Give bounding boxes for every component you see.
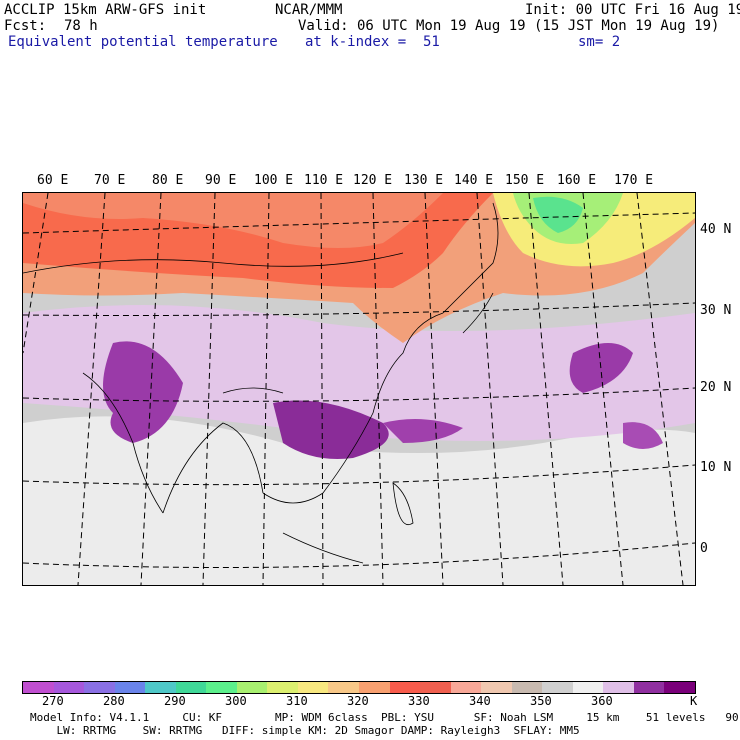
- level-label: at k-index = 51: [305, 34, 440, 50]
- lon-label: 150 E: [505, 173, 545, 188]
- colorbar-swatch: [267, 682, 298, 693]
- lon-label: 130 E: [404, 173, 444, 188]
- lat-label: 10 N: [700, 460, 732, 475]
- colorbar-swatch: [84, 682, 115, 693]
- lon-label: 170 E: [614, 173, 654, 188]
- lat-label: 20 N: [700, 380, 732, 395]
- colorbar-swatch: [572, 682, 604, 693]
- model-info-line2: LW: RRTMG SW: RRTMG DIFF: simple KM: 2D …: [30, 724, 580, 737]
- colorbar-swatch: [542, 682, 573, 693]
- lon-label: 140 E: [454, 173, 494, 188]
- colorbar-swatch: [359, 682, 390, 693]
- model-info-line1: Model Info: V4.1.1 CU: KF MP: WDM 6class…: [30, 711, 740, 724]
- lon-label: 70 E: [94, 173, 126, 188]
- colorbar: [22, 681, 696, 694]
- colorbar-swatch: [603, 682, 634, 693]
- org-label: NCAR/MMM: [275, 2, 343, 18]
- colorbar-swatch: [389, 682, 421, 693]
- lon-label: 90 E: [205, 173, 237, 188]
- fcst-value: 78 h: [64, 18, 98, 34]
- colorbar-swatch: [633, 682, 665, 693]
- lon-label: 160 E: [557, 173, 597, 188]
- valid-time: Valid: 06 UTC Mon 19 Aug 19 (15 JST Mon …: [298, 18, 720, 34]
- colorbar-swatch: [53, 682, 85, 693]
- colorbar-tick: 330: [408, 694, 430, 708]
- model-title: ACCLIP 15km ARW-GFS init: [4, 2, 207, 18]
- lon-label: 100 E: [254, 173, 294, 188]
- lat-label: 30 N: [700, 303, 732, 318]
- colorbar-tick: 360: [591, 694, 613, 708]
- colorbar-tick: 300: [225, 694, 247, 708]
- field-name: Equivalent potential temperature: [8, 34, 278, 50]
- colorbar-swatch: [23, 682, 54, 693]
- colorbar-swatch: [297, 682, 329, 693]
- theta-e-field: [23, 193, 695, 585]
- fcst-label: Fcst:: [4, 18, 47, 34]
- colorbar-tick: 320: [347, 694, 369, 708]
- colorbar-swatch: [450, 682, 482, 693]
- lon-label: 110 E: [304, 173, 344, 188]
- colorbar-unit: K: [690, 694, 698, 708]
- lon-label: 120 E: [353, 173, 393, 188]
- colorbar-swatch: [511, 682, 543, 693]
- smoothing-label: sm= 2: [578, 34, 621, 50]
- colorbar-swatch: [206, 682, 237, 693]
- colorbar-tick: 350: [530, 694, 552, 708]
- lon-label: 60 E: [37, 173, 69, 188]
- colorbar-swatch: [236, 682, 268, 693]
- colorbar-tick: 270: [42, 694, 64, 708]
- colorbar-swatch: [420, 682, 451, 693]
- map-panel: [22, 192, 696, 586]
- init-time: Init: 00 UTC Fri 16 Aug 19: [525, 2, 740, 18]
- colorbar-tick: 280: [103, 694, 125, 708]
- colorbar-swatch: [481, 682, 512, 693]
- colorbar-tick: 340: [469, 694, 491, 708]
- colorbar-swatch: [175, 682, 207, 693]
- lat-label: 40 N: [700, 222, 732, 237]
- colorbar-tick: 290: [164, 694, 186, 708]
- colorbar-tick: 310: [286, 694, 308, 708]
- colorbar-swatch: [328, 682, 360, 693]
- colorbar-swatch: [664, 682, 696, 693]
- colorbar-swatch: [114, 682, 146, 693]
- lat-label: 0: [700, 541, 708, 556]
- colorbar-swatch: [145, 682, 176, 693]
- lon-label: 80 E: [152, 173, 184, 188]
